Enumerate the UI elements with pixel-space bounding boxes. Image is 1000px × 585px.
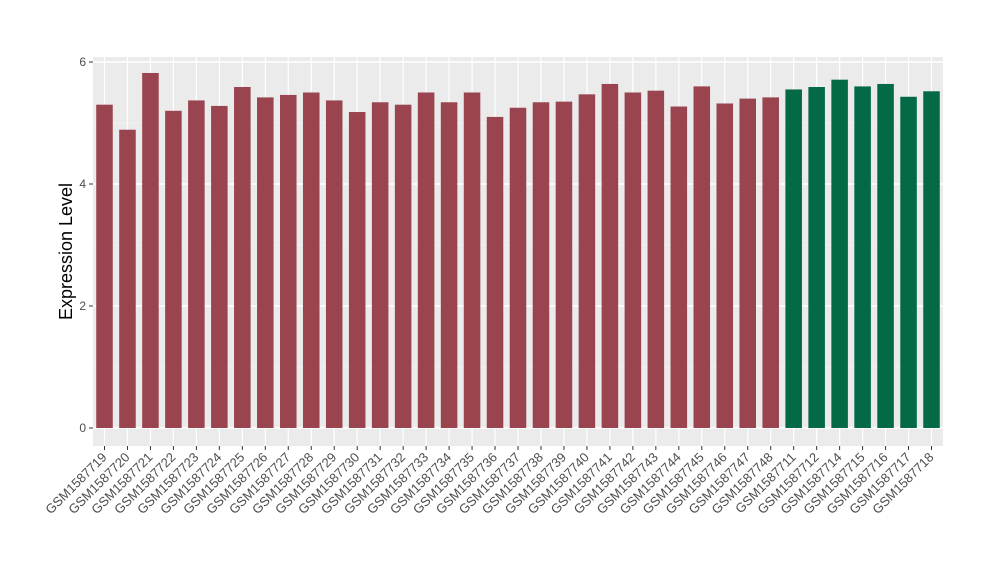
bar [578,94,596,428]
bar [555,101,573,429]
bar [693,86,711,429]
bar [417,92,435,428]
bar [601,83,619,429]
bar [670,106,688,428]
bar [394,104,412,428]
bar [280,94,297,428]
bar [211,105,228,429]
bar [142,72,159,428]
bar [96,104,113,428]
bar [463,92,481,428]
bar [509,107,527,428]
bar [831,79,848,428]
bar [624,92,642,428]
y-tick-label: 4 [79,177,86,191]
bar [739,98,756,428]
bar [854,86,871,429]
bar [440,102,458,428]
y-tick-label: 6 [79,55,86,69]
y-axis: 0 2 4 6 [79,55,93,435]
y-tick-label: 2 [79,299,86,313]
bar [257,97,274,428]
x-axis: GSM1587719GSM1587720GSM1587721GSM1587722… [42,446,937,517]
bar [234,87,251,428]
bar [348,112,366,429]
bar [188,100,205,429]
bar [532,102,550,428]
y-tick-label: 0 [79,421,86,435]
bar [486,116,504,429]
bar [808,87,825,428]
bar [647,90,665,429]
bar [923,91,940,428]
bar [877,83,894,429]
bar [371,102,389,428]
bar [785,89,802,428]
bars [96,72,940,429]
bar [325,100,343,429]
y-axis-label: Expression Level [56,183,76,320]
bar [119,129,136,428]
bar [165,110,182,429]
bar [716,103,734,428]
bar [900,96,917,429]
bar [302,92,320,428]
bar [762,97,779,428]
